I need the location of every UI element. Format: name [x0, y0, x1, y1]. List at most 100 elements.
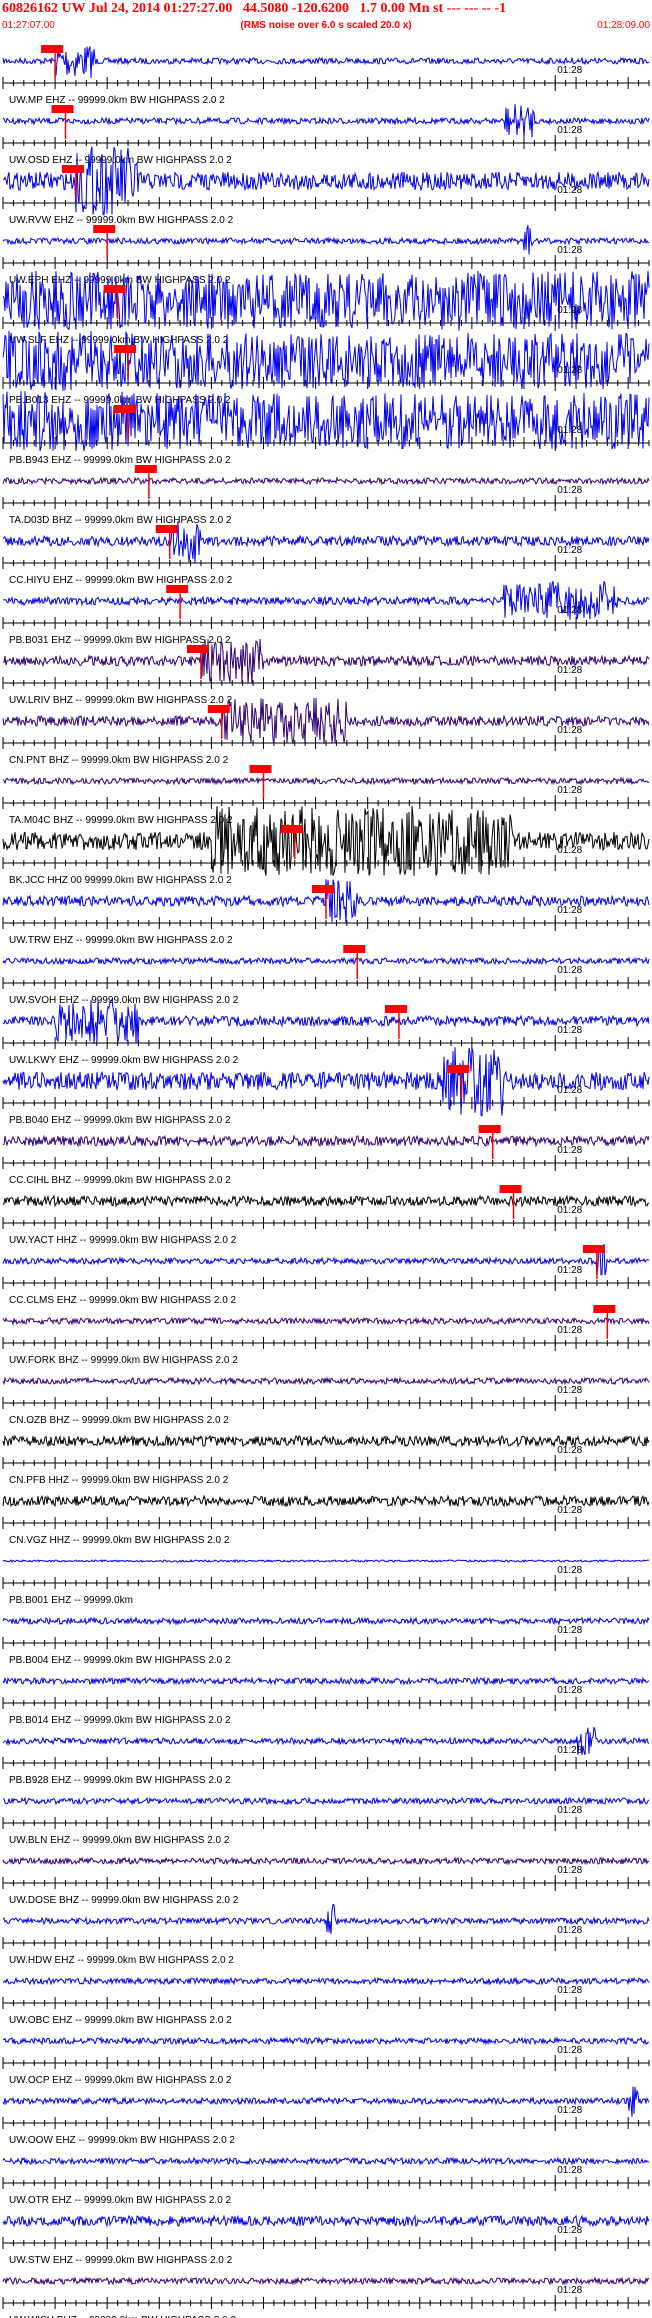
minute-tick-label: 01:28 [557, 1805, 582, 1816]
waveform-trace [2, 697, 650, 744]
pick-marker [166, 585, 189, 593]
station-label: PB.B943 EHZ -- 99999.0km BW HIGHPASS 2.0… [9, 455, 231, 466]
minute-tick-label: 01:28 [557, 1625, 582, 1636]
minute-tick-label: 01:28 [557, 785, 582, 796]
pick-marker [249, 765, 272, 773]
station-label: UW.SVOH EHZ -- 99999.0km BW HIGHPASS 2.0… [9, 995, 239, 1006]
waveform-trace [2, 1244, 650, 1276]
station-label: UW.TRW EHZ -- 99999.0km BW HIGHPASS 2.0 … [9, 935, 233, 946]
minute-tick-label: 01:28 [557, 425, 582, 436]
pick-marker [499, 1185, 522, 1193]
minute-tick-label: 01:28 [557, 1505, 582, 1516]
plot-header: 60826162 UW Jul 24, 2014 01:27:27.00 44.… [0, 0, 652, 36]
station-label: UW.SLF EHZ -- 99999.0km BW HIGHPASS 2.0 … [9, 335, 229, 346]
waveform-trace [2, 330, 650, 391]
pick-marker [207, 705, 230, 713]
waveform-trace [2, 1856, 650, 1866]
station-label: CN.PNT BHZ -- 99999.0km BW HIGHPASS 2.0 … [9, 755, 229, 766]
waveform-trace [2, 1047, 650, 1117]
station-label: UW.WISH BHZ -- 99999.0km BW HIGHPASS 2.0… [9, 2315, 237, 2318]
station-label: CC.CLMS EHZ -- 99999.0km BW HIGHPASS 2.0… [9, 1295, 237, 1306]
waveform-trace [2, 581, 650, 620]
pick-marker [280, 825, 303, 833]
station-label: PB.B004 EHZ -- 99999.0km BW HIGHPASS 2.0… [9, 1655, 231, 1666]
minute-tick-label: 01:28 [557, 1085, 582, 1096]
station-label: UW.RVW EHZ -- 99999.0km BW HIGHPASS 2.0 … [9, 215, 234, 226]
waveform-trace [2, 638, 650, 684]
station-label: PB.B001 EHZ -- 99999.0km [9, 1595, 133, 1606]
minute-tick-label: 01:28 [557, 1145, 582, 1156]
waveform-trace [2, 879, 650, 924]
pick-marker [593, 1305, 616, 1313]
waveform-trace [2, 146, 650, 216]
pick-marker [41, 45, 64, 53]
event-lon: -120.6200 [291, 1, 350, 16]
event-summary: 60826162 UW Jul 24, 2014 01:27:27.00 44.… [2, 1, 506, 17]
minute-tick-label: 01:28 [557, 845, 582, 856]
station-label: UW.DOSE BHZ -- 99999.0km BW HIGHPASS 2.0… [9, 1895, 239, 1906]
station-label: UW.LRIV BHZ -- 99999.0km BW HIGHPASS 2.0… [9, 695, 233, 706]
station-label: TA.M04C BHZ -- 99999.0km BW HIGHPASS 2.0… [9, 815, 233, 826]
origin-time: 01:27:27.00 [163, 1, 233, 16]
station-label: PB.B014 EHZ -- 99999.0km BW HIGHPASS 2.0… [9, 1715, 231, 1726]
waveform-trace [2, 391, 650, 452]
station-label: PB.B040 EHZ -- 99999.0km BW HIGHPASS 2.0… [9, 1115, 231, 1126]
minute-tick-label: 01:28 [557, 305, 582, 316]
pick-marker [155, 525, 178, 533]
pick-marker [186, 645, 209, 653]
waveform-trace [2, 2276, 650, 2286]
waveform-trace [2, 806, 650, 876]
event-network: UW [61, 1, 86, 16]
pick-marker [114, 345, 137, 353]
station-label: UW.LKWY EHZ -- 99999.0km BW HIGHPASS 2.0… [9, 1055, 239, 1066]
waveform-trace [2, 956, 650, 966]
minute-tick-label: 01:28 [557, 2225, 582, 2236]
station-label: TA.D03D BHZ -- 99999.0km BW HIGHPASS 2.0… [9, 515, 232, 526]
minute-tick-label: 01:28 [557, 1205, 582, 1216]
station-label: UW.OBC EHZ -- 99999.0km BW HIGHPASS 2.0 … [9, 2015, 232, 2026]
waveform-trace [2, 1316, 650, 1326]
event-extra: st --- --- -- -1 [433, 1, 507, 16]
minute-tick-label: 01:28 [557, 65, 582, 76]
minute-tick-label: 01:28 [557, 125, 582, 136]
event-depth: 1.7 [359, 1, 378, 16]
minute-tick-label: 01:28 [557, 365, 582, 376]
event-mag-type: Mn [408, 1, 430, 16]
station-label: UW.OTR EHZ -- 99999.0km BW HIGHPASS 2.0 … [9, 2195, 232, 2206]
waveform-trace [2, 1434, 650, 1448]
minute-tick-label: 01:28 [557, 665, 582, 676]
station-label: BK.JCC HHZ 00 99999.0km BW HIGHPASS 2.0 … [9, 875, 232, 886]
waveform-trace [2, 2036, 649, 2046]
pick-marker [312, 885, 334, 893]
station-label: UW.STW EHZ -- 99999.0km BW HIGHPASS 2.0 … [9, 2255, 233, 2266]
pick-marker [51, 105, 74, 113]
station-label: CN.VGZ HHZ -- 99999.0km BW HIGHPASS 2.0 … [9, 1535, 230, 1546]
waveform-trace [2, 1194, 650, 1208]
minute-tick-label: 01:28 [557, 965, 582, 976]
minute-tick-label: 01:28 [557, 725, 582, 736]
station-label: UW.MP EHZ -- 99999.0km BW HIGHPASS 2.0 2 [9, 95, 225, 106]
waveform-trace [2, 46, 650, 78]
minute-tick-label: 01:28 [557, 605, 582, 616]
pick-marker [61, 165, 84, 173]
waveform-trace [2, 104, 650, 138]
pick-marker [582, 1245, 605, 1253]
minute-tick-label: 01:28 [557, 905, 582, 916]
waveform-trace [2, 1796, 650, 1806]
waveform-trace [2, 1976, 650, 1986]
minute-tick-label: 01:28 [557, 2105, 582, 2116]
minute-tick-label: 01:28 [557, 1025, 582, 1036]
station-label: PB.B031 EHZ -- 99999.0km BW HIGHPASS 2.0… [9, 635, 231, 646]
minute-tick-label: 01:28 [557, 1745, 582, 1756]
minute-tick-label: 01:28 [557, 1445, 582, 1456]
waveform-trace [2, 1726, 650, 1756]
waveform-trace [2, 476, 650, 486]
minute-tick-label: 01:28 [557, 545, 582, 556]
station-label: UW.YACT HHZ -- 99999.0km BW HIGHPASS 2.0… [9, 1235, 237, 1246]
station-label: UW.FORK BHZ -- 99999.0km BW HIGHPASS 2.0… [9, 1355, 238, 1366]
minute-tick-label: 01:28 [557, 1865, 582, 1876]
minute-tick-label: 01:28 [557, 2045, 582, 2056]
minute-tick-label: 01:28 [557, 1385, 582, 1396]
waveform-trace [2, 225, 650, 255]
waveform-trace [2, 1616, 650, 1626]
